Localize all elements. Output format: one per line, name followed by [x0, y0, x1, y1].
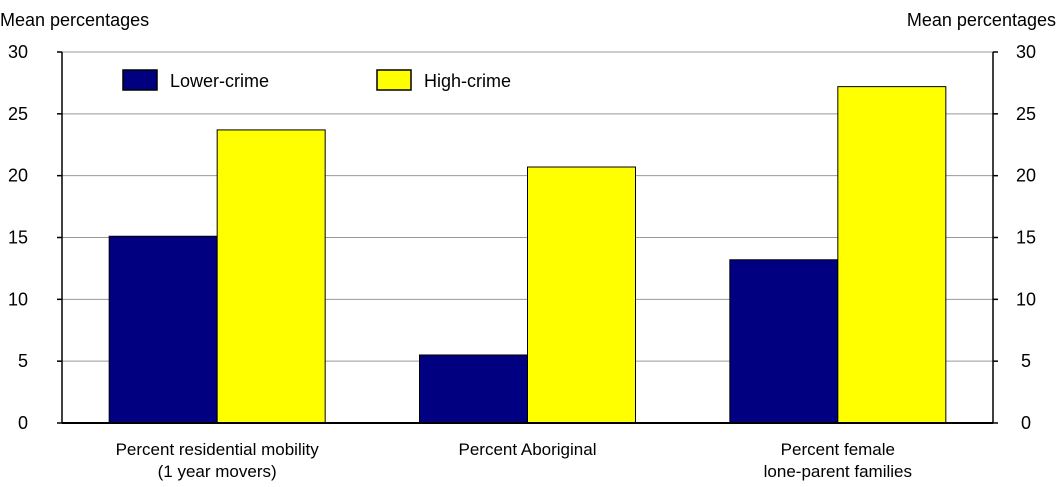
category-labels: Percent residential mobility (1 year move…: [116, 440, 912, 481]
legend-label: Lower-crime: [170, 71, 269, 91]
y-tick-label-left: 15: [8, 228, 28, 248]
bar-high-crime-2: [837, 86, 947, 424]
bar-high-crime-0: [216, 129, 326, 424]
y-tick-label-left: 10: [8, 289, 28, 309]
y-tick-label-right: 25: [1016, 104, 1036, 124]
category-label: (1 year movers): [158, 462, 277, 481]
y-tick-label-left: 5: [18, 351, 28, 371]
category-label: Percent female: [781, 440, 895, 459]
y-tick-label-right: 0: [1021, 413, 1031, 433]
category-label: Percent Aboriginal: [459, 440, 597, 459]
axes-group: [57, 51, 998, 424]
y-axis-title-left: Mean percentages: [0, 10, 149, 30]
y-tick-label-left: 0: [18, 413, 28, 433]
bars-group: [108, 86, 947, 424]
y-tick-label-left: 30: [8, 42, 28, 62]
bar-lower-crime-2: [729, 259, 839, 424]
bar-lower-crime-1: [419, 354, 528, 424]
legend: Lower-crime High-crime: [122, 69, 511, 91]
y-tick-label-left: 25: [8, 104, 28, 124]
y-tick-label-left: 20: [8, 166, 28, 186]
y-tick-label-right: 15: [1016, 228, 1036, 248]
y-tick-label-right: 5: [1021, 351, 1031, 371]
legend-label: High-crime: [424, 71, 511, 91]
y-tick-label-right: 30: [1016, 42, 1036, 62]
y-axis-title-right: Mean percentages: [907, 10, 1056, 30]
bar-lower-crime-0: [108, 235, 218, 424]
category-label: Percent residential mobility: [116, 440, 320, 459]
category-label: lone-parent families: [764, 462, 912, 481]
bar-high-crime-1: [527, 166, 636, 424]
y-tick-label-right: 10: [1016, 289, 1036, 309]
legend-swatch-lower-crime: [122, 69, 158, 91]
tick-labels: 0 0 5 5 10 10 15 15 20 20 25 25 30 30: [8, 42, 1036, 433]
y-tick-label-right: 20: [1016, 166, 1036, 186]
legend-swatch-high-crime: [376, 69, 412, 91]
